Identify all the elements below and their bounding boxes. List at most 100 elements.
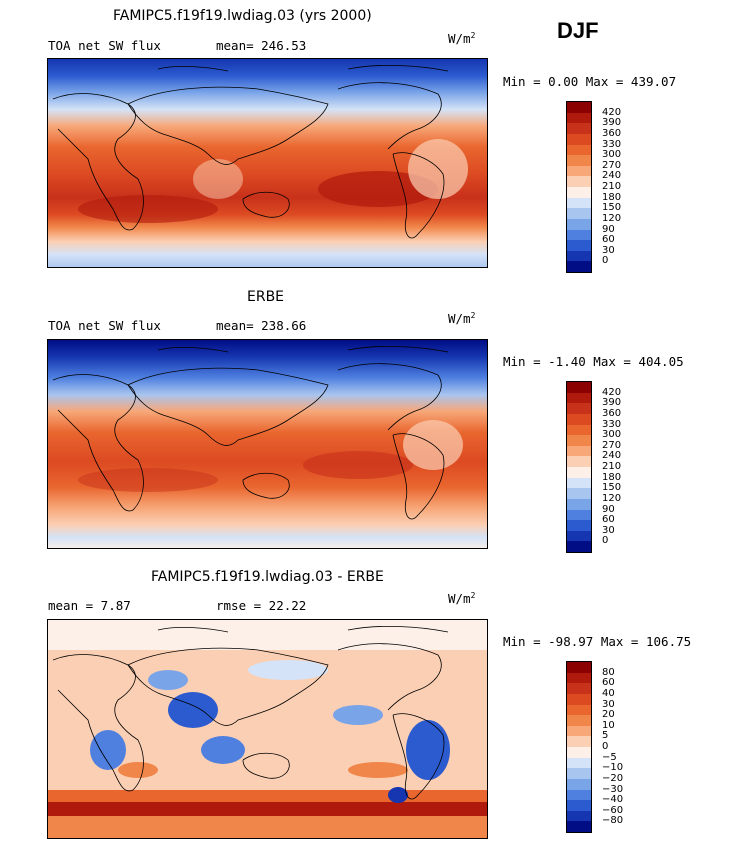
colorbar-label: 80 [602,666,615,678]
colorbar-segment [567,789,591,801]
colorbar-segment [567,144,591,156]
panel-1-mean: mean= 246.53 [216,38,307,53]
panel-1-title: FAMIPC5.f19f19.lwdiag.03 (yrs 2000) [113,8,372,24]
panel-2-mean: mean= 238.66 [216,318,307,333]
colorbar-segment [567,218,591,230]
colorbar-label: 330 [602,418,622,430]
colorbar-segment [567,467,591,478]
colorbar-label: 10 [602,719,615,731]
colorbar-label: −20 [602,772,624,784]
panel-3-map-svg [48,620,487,838]
colorbar-label: 120 [602,492,622,504]
panel-2-variable: TOA net SW flux [48,318,161,333]
panel-3-mean: mean = 7.87 [48,598,131,613]
panel-3-rmse: rmse = 22.22 [216,598,307,613]
colorbar-segment [567,424,591,436]
colorbar-label: 390 [602,117,622,129]
colorbar-label: 0 [602,255,609,267]
colorbar-label: 60 [602,234,615,246]
colorbar-segment [567,123,591,134]
colorbar-segment [567,747,591,758]
colorbar-label: 40 [602,687,615,699]
colorbar-label: 20 [602,709,615,721]
colorbar-segment [567,683,591,694]
colorbar-segment [567,261,591,272]
panel-1-colorbar [566,101,592,273]
panel-1-minmax: Min = 0.00 Max = 439.07 [503,74,677,89]
colorbar-label: 240 [602,170,622,182]
colorbar-segment [567,715,591,726]
colorbar-label: 360 [602,407,622,419]
colorbar-segment [567,240,591,251]
colorbar-label: 420 [602,386,622,398]
panel-1-variable: TOA net SW flux [48,38,161,53]
colorbar-label: −10 [602,762,624,774]
colorbar-segment [567,757,591,769]
colorbar-segment [567,435,591,446]
colorbar-segment [567,821,591,832]
colorbar-segment [567,102,591,113]
colorbar-label: 90 [602,223,615,235]
colorbar-segment [567,778,591,790]
colorbar-label: 0 [602,535,609,547]
colorbar-label: −40 [602,794,624,806]
colorbar-label: 270 [602,439,622,451]
colorbar-label: 0 [602,741,609,752]
colorbar-label: 300 [602,429,622,441]
panel-1-map-svg [48,59,487,267]
panel-2-colorbar [566,381,592,553]
colorbar-label: 60 [602,514,615,526]
colorbar-segment [567,810,591,822]
colorbar-segment [567,250,591,262]
colorbar-label: 90 [602,503,615,515]
colorbar-segment [567,509,591,521]
colorbar-label: 150 [602,202,622,214]
colorbar-label: 30 [602,524,615,536]
colorbar-segment [567,403,591,414]
colorbar-segment [567,112,591,124]
colorbar-segment [567,208,591,219]
panel-2-map-svg [48,340,487,548]
colorbar-label: 30 [602,698,615,710]
colorbar-segment [567,445,591,457]
colorbar-segment [567,477,591,489]
colorbar-segment [567,704,591,716]
colorbar-label: 180 [602,471,622,483]
colorbar-label: 360 [602,127,622,139]
season-label: DJF [557,18,599,43]
colorbar-label: −80 [602,815,624,827]
colorbar-segment [567,392,591,404]
colorbar-segment [567,662,591,673]
colorbar-segment [567,736,591,747]
colorbar-segment [567,176,591,187]
colorbar-label: 150 [602,482,622,494]
colorbar-segment [567,672,591,684]
colorbar-label: 300 [602,149,622,161]
colorbar-label: 390 [602,397,622,409]
colorbar-segment [567,187,591,198]
colorbar-segment [567,725,591,737]
colorbar-segment [567,155,591,166]
panel-2-minmax: Min = -1.40 Max = 404.05 [503,354,684,369]
colorbar-segment [567,693,591,705]
panel-3-colorbar [566,661,592,833]
colorbar-label: 30 [602,244,615,256]
colorbar-label: 5 [602,730,609,742]
colorbar-segment [567,498,591,510]
colorbar-label: 120 [602,212,622,224]
panel-2-units: W/m2 [448,311,476,327]
colorbar-label: 270 [602,159,622,171]
colorbar-segment [567,382,591,393]
colorbar-segment [567,541,591,552]
colorbar-segment [567,133,591,145]
panel-1-units: W/m2 [448,31,476,47]
colorbar-segment [567,800,591,811]
panel-3-minmax: Min = -98.97 Max = 106.75 [503,634,692,649]
colorbar-label: −60 [602,804,624,816]
panel-2-title: ERBE [247,289,285,305]
colorbar-label: 420 [602,106,622,118]
panel-3-title: FAMIPC5.f19f19.lwdiag.03 - ERBE [151,569,384,585]
colorbar-segment [567,456,591,467]
panel-2-map [47,339,488,549]
colorbar-label: 180 [602,191,622,203]
